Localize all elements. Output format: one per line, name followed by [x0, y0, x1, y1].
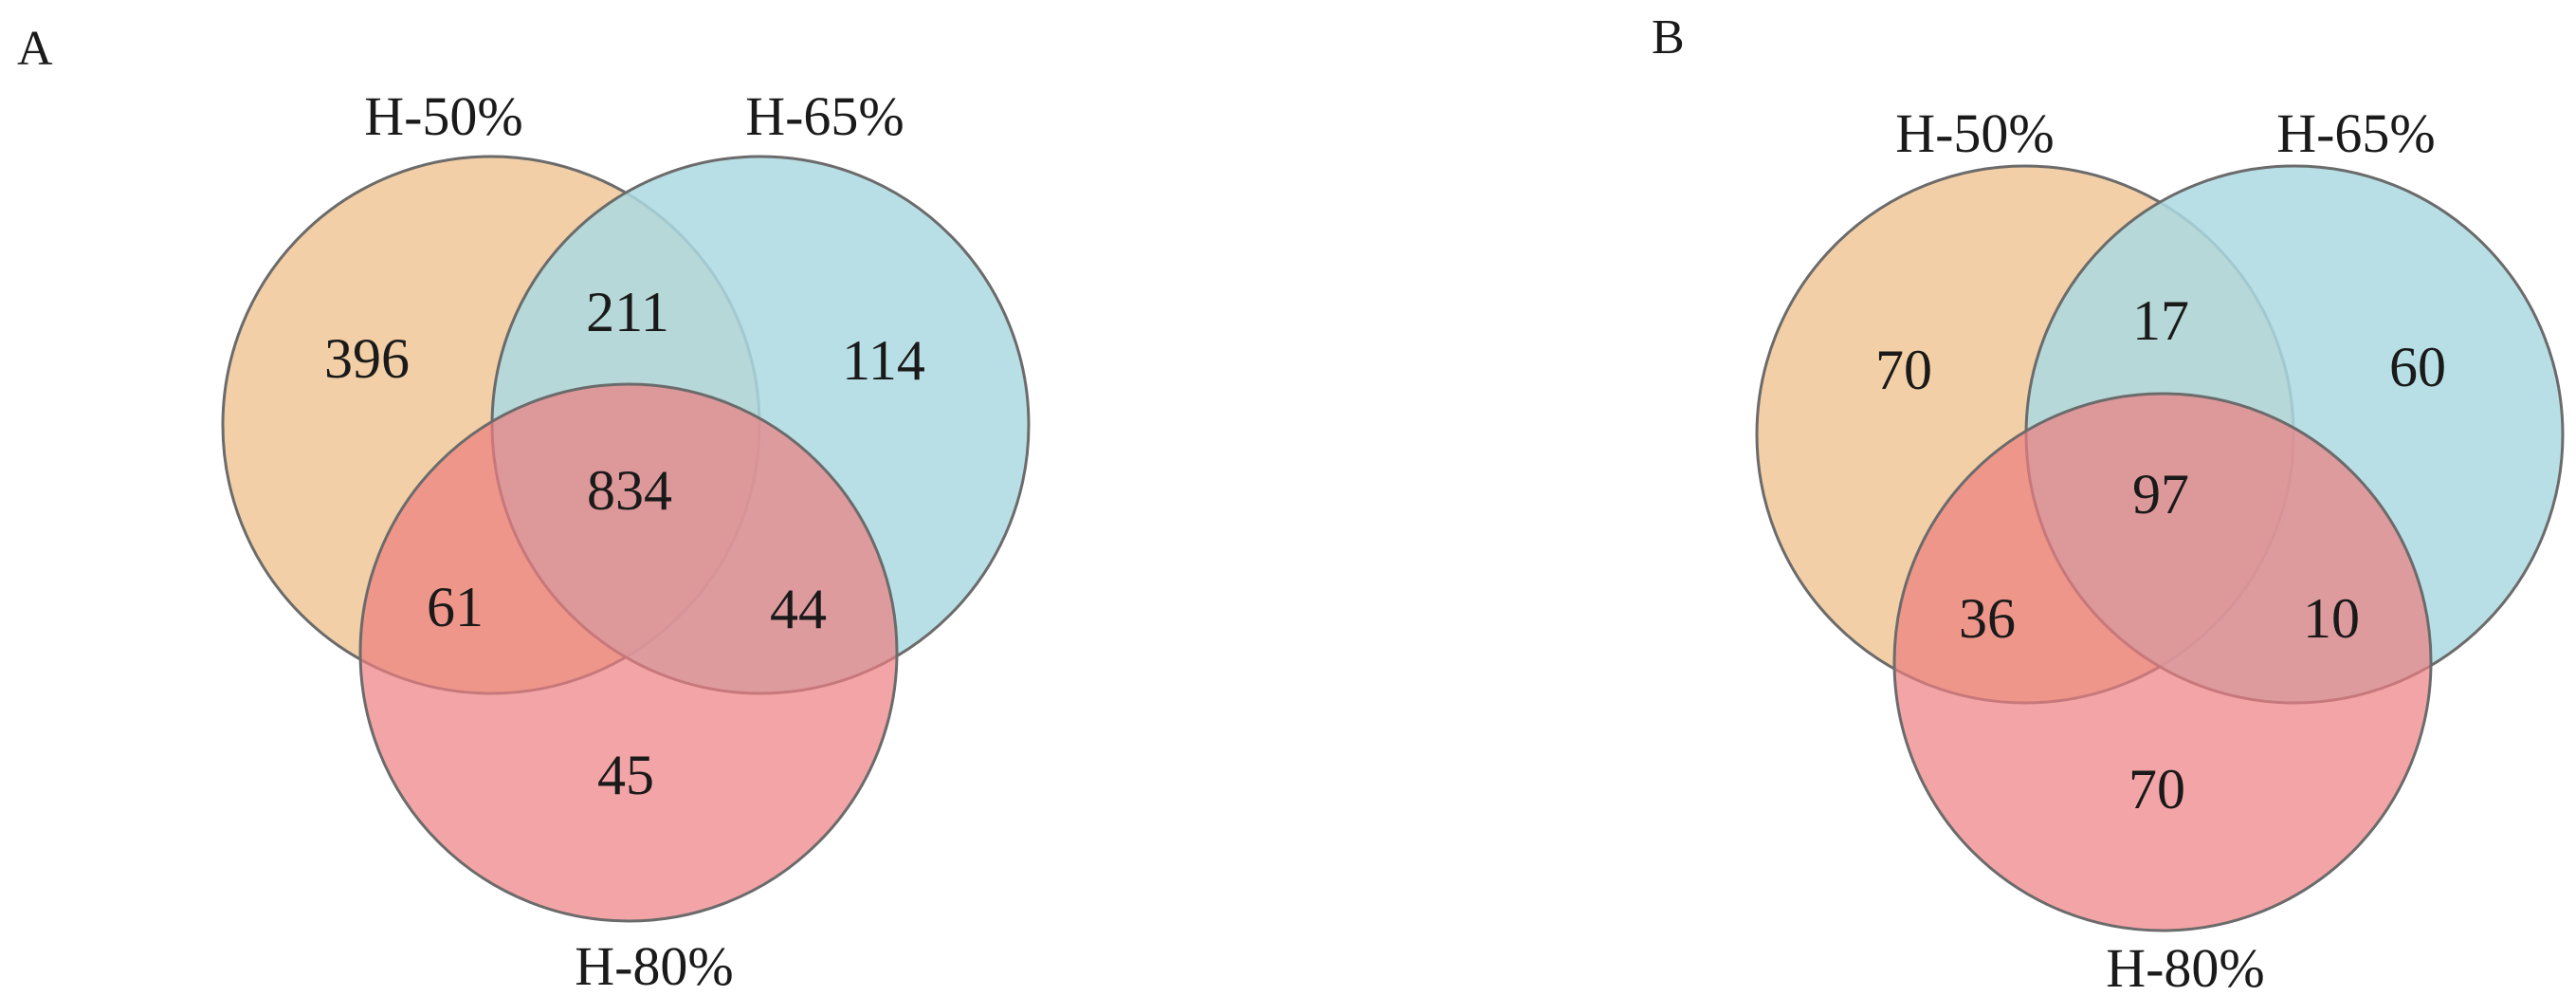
set-label-a: H-50% — [364, 85, 523, 147]
region-count-only-a: 396 — [324, 327, 410, 390]
region-count-a-b-c: 97 — [2132, 463, 2189, 526]
region-count-a-c: 36 — [1959, 587, 2016, 650]
set-label-b: H-65% — [2276, 102, 2436, 164]
region-count-a-b: 17 — [2132, 289, 2189, 352]
region-count-b-c: 44 — [770, 578, 827, 640]
set-label-a: H-50% — [1895, 102, 2055, 164]
region-count-a-b: 211 — [586, 281, 669, 343]
region-count-b-c: 10 — [2303, 587, 2360, 650]
region-count-a-b-c: 834 — [587, 459, 672, 522]
set-circle-c — [1892, 392, 2433, 932]
set-circle-c — [358, 382, 899, 923]
set-label-c: H-80% — [575, 935, 734, 996]
set-label-c: H-80% — [2106, 937, 2265, 996]
panel-letter: A — [17, 22, 53, 76]
panel-letter: B — [1652, 10, 1685, 65]
set-label-b: H-65% — [745, 85, 904, 147]
region-count-only-b: 114 — [842, 329, 925, 392]
region-count-only-c: 70 — [2128, 758, 2185, 821]
region-count-a-c: 61 — [427, 576, 484, 638]
region-count-only-b: 60 — [2389, 336, 2446, 398]
panel-b: B H-50% H-65% H-80% 70 60 70 17 36 10 97 — [1652, 10, 2565, 996]
panel-a: A H-50% H-65% H-80% 396 114 45 211 61 44… — [17, 22, 1031, 996]
region-count-only-c: 45 — [597, 744, 654, 806]
region-count-only-a: 70 — [1875, 339, 1932, 401]
